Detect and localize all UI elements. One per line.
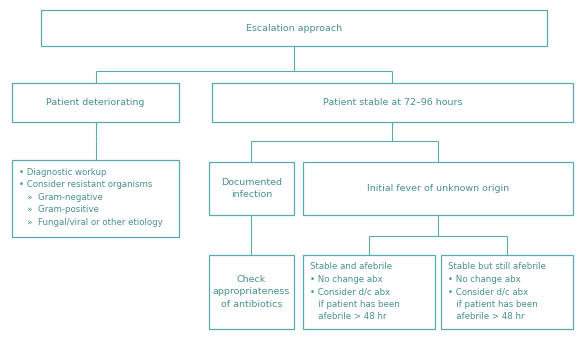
Text: Patient stable at 72–96 hours: Patient stable at 72–96 hours [323,98,462,107]
FancyBboxPatch shape [12,83,179,122]
FancyBboxPatch shape [41,10,547,46]
Text: Patient deteriorating: Patient deteriorating [46,98,145,107]
Text: Initial fever of unknown origin: Initial fever of unknown origin [367,184,509,193]
FancyBboxPatch shape [212,83,573,122]
Text: Check
appropriateness
of antibiotics: Check appropriateness of antibiotics [213,275,290,309]
Text: Stable but still afebrile
• No change abx
• Consider d/c abx
   if patient has b: Stable but still afebrile • No change ab… [448,262,546,321]
Text: Escalation approach: Escalation approach [246,24,342,33]
FancyBboxPatch shape [303,162,573,215]
FancyBboxPatch shape [12,160,179,237]
Text: Documented
infection: Documented infection [221,178,282,199]
FancyBboxPatch shape [209,255,294,329]
FancyBboxPatch shape [209,162,294,215]
FancyBboxPatch shape [303,255,435,329]
FancyBboxPatch shape [441,255,573,329]
Text: • Diagnostic workup
• Consider resistant organisms
   »  Gram-negative
   »  Gra: • Diagnostic workup • Consider resistant… [19,168,162,227]
Text: Stable and afebrile
• No change abx
• Consider d/c abx
   if patient has been
  : Stable and afebrile • No change abx • Co… [310,262,400,321]
